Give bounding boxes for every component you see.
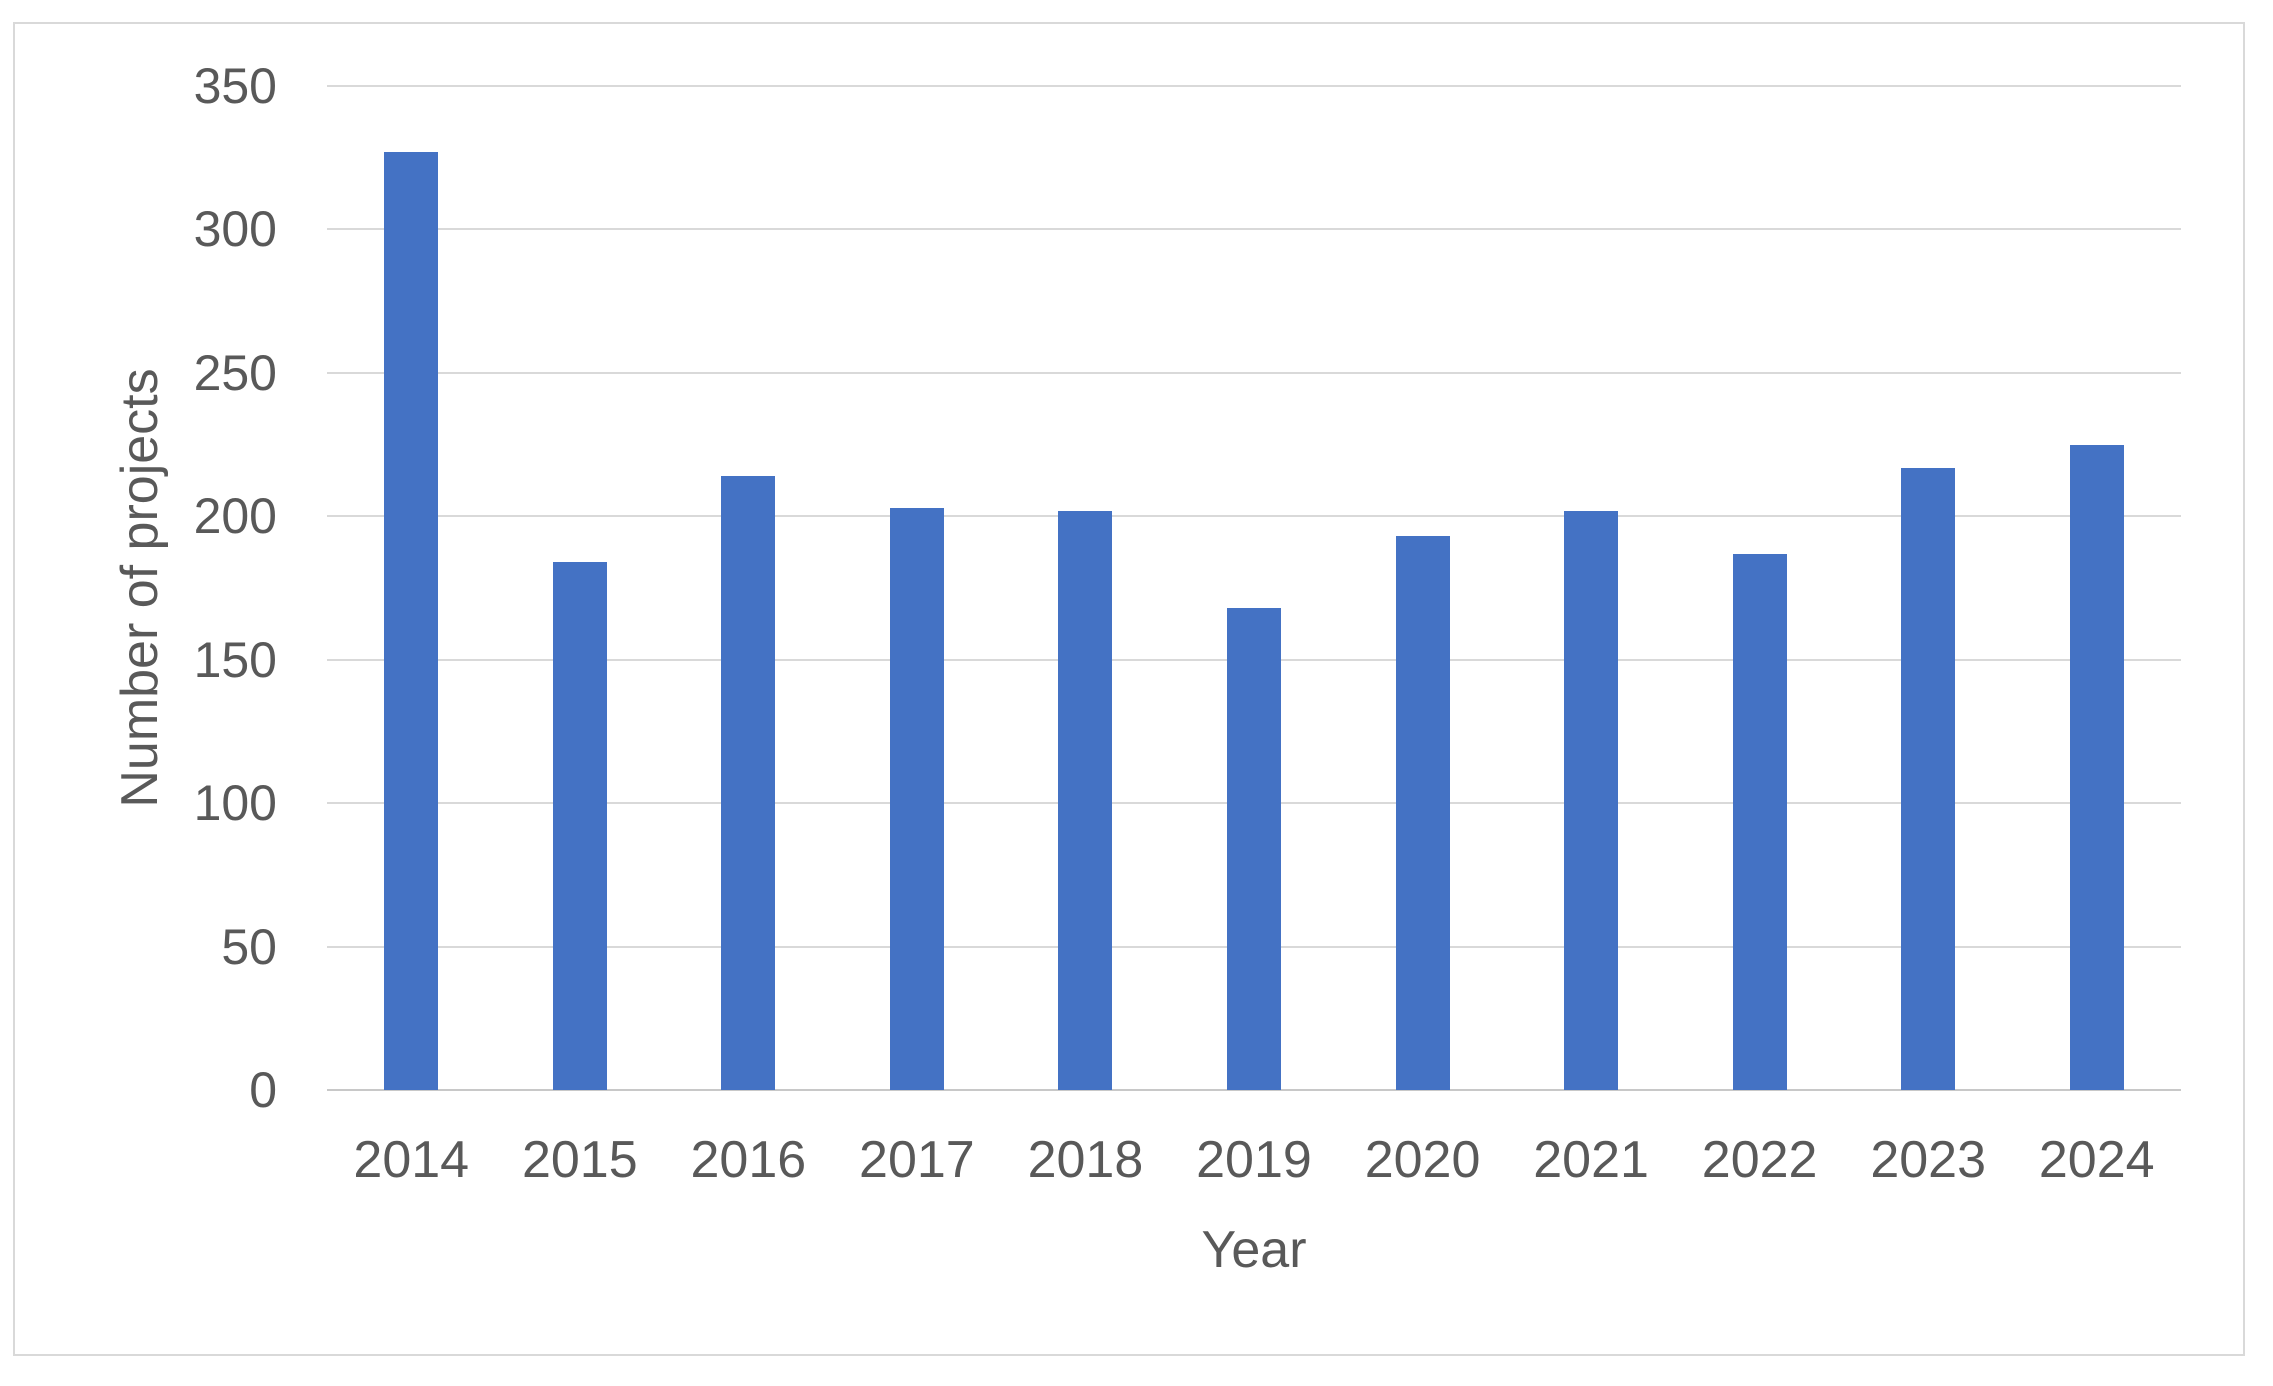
y-tick-label-300: 300 xyxy=(193,201,277,258)
x-tick-label-2024: 2024 xyxy=(2038,1131,2155,1189)
x-tick-label-2014: 2014 xyxy=(353,1131,470,1189)
gridline-200 xyxy=(327,515,2181,518)
gridline-250 xyxy=(327,371,2181,374)
bar-2019 xyxy=(1227,608,1281,1090)
bar-2017 xyxy=(889,507,944,1090)
bar-2020 xyxy=(1395,536,1450,1090)
x-tick-label-2015: 2015 xyxy=(521,1131,638,1189)
x-tick-label-2016: 2016 xyxy=(690,1131,807,1189)
x-axis-title: Year xyxy=(1201,1221,1307,1279)
x-tick-label-2017: 2017 xyxy=(859,1131,975,1189)
x-tick-label-2019: 2019 xyxy=(1196,1131,1312,1189)
gridline-300 xyxy=(327,228,2181,231)
y-tick-label-350: 350 xyxy=(193,58,277,114)
y-tick-label-100: 100 xyxy=(193,775,277,832)
bar-2016 xyxy=(721,476,776,1090)
y-tick-label-200: 200 xyxy=(193,488,277,545)
x-tick-label-2018: 2018 xyxy=(1027,1131,1144,1189)
y-tick-label-50: 50 xyxy=(221,918,277,975)
gridline-350 xyxy=(327,85,2181,87)
x-tick-label-2023: 2023 xyxy=(1870,1131,1987,1189)
y-tick-label-0: 0 xyxy=(249,1062,277,1118)
bar-2023 xyxy=(1901,467,1956,1090)
x-tick-label-2021: 2021 xyxy=(1533,1131,1649,1189)
bar-2024 xyxy=(2069,444,2124,1090)
y-tick-label-150: 150 xyxy=(193,631,277,688)
bar-2022 xyxy=(1732,553,1787,1090)
bar-2015 xyxy=(552,562,607,1090)
bar-2014 xyxy=(384,151,439,1090)
x-tick-label-2020: 2020 xyxy=(1364,1131,1481,1189)
bar-2018 xyxy=(1058,510,1113,1090)
bar-2021 xyxy=(1564,510,1619,1090)
x-axis-line xyxy=(327,1089,2181,1091)
x-tick-label-2022: 2022 xyxy=(1701,1131,1818,1189)
y-tick-label-250: 250 xyxy=(193,344,277,401)
